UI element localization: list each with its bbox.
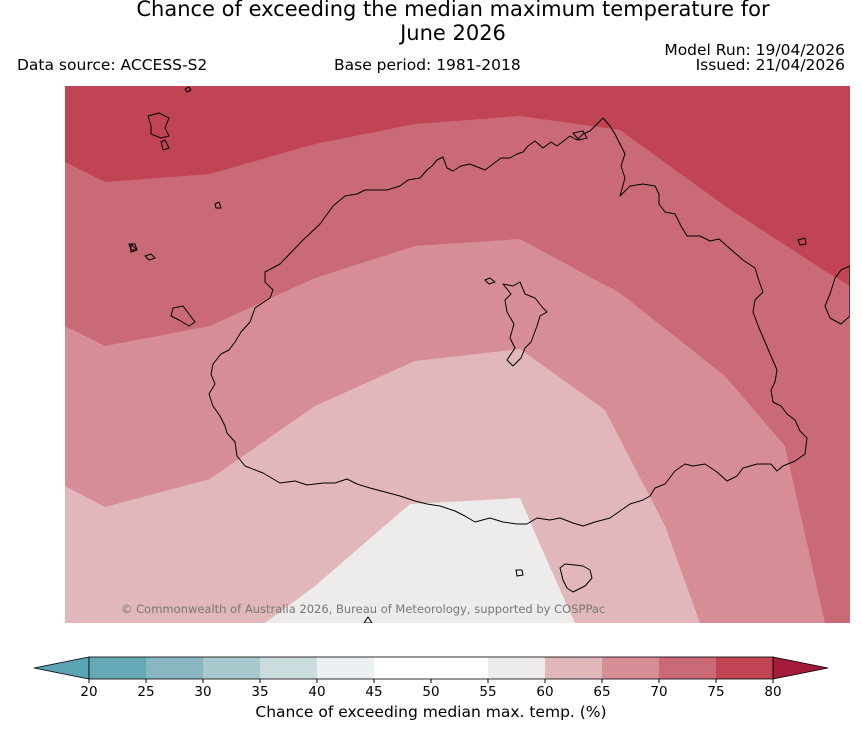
west-island-1 [214, 201, 222, 209]
south-fragment [363, 616, 373, 623]
title-line-2: June 2026 [400, 21, 506, 45]
west-island-4 [130, 243, 138, 253]
copyright-notice: © Commonwealth of Australia 2026, Bureau… [121, 602, 605, 616]
southwest-island-group [170, 305, 196, 327]
colorbar-tick-label: 80 [764, 684, 781, 700]
colorbar-segment [602, 657, 659, 679]
colorbar-tick-label: 55 [479, 684, 496, 700]
issued-label: Issued: 21/04/2026 [695, 56, 845, 74]
base-period-label: Base period: 1981-2018 [334, 56, 521, 74]
colorbar-tick-label: 35 [251, 684, 268, 700]
map-title: Chance of exceeding the median maximum t… [0, 0, 862, 45]
colorbar-tick-label: 50 [422, 684, 439, 700]
colorbar-segment [374, 657, 431, 679]
small-island-north [484, 277, 496, 285]
colorbar-tick-label: 75 [707, 684, 724, 700]
colorbar-underflow-arrow [33, 656, 90, 680]
probability-map: © Commonwealth of Australia 2026, Bureau… [65, 86, 850, 623]
colorbar: 20 25 30 35 40 45 50 55 60 65 70 75 80 [33, 656, 829, 700]
north-island-2 [160, 139, 170, 151]
north-island-1 [147, 112, 170, 139]
colorbar-segment [260, 657, 317, 679]
colorbar-tick-label: 30 [194, 684, 211, 700]
colorbar-segment [659, 657, 716, 679]
east-coast-fragment [824, 265, 850, 325]
northeast-islands [572, 130, 588, 141]
colorbar-segment [545, 657, 602, 679]
north-island-3 [184, 86, 192, 93]
colorbar-tick-label: 70 [650, 684, 667, 700]
colorbar-segment [431, 657, 488, 679]
band-55-60 [265, 498, 575, 623]
title-line-1: Chance of exceeding the median maximum t… [136, 0, 770, 21]
king-island-coastline [515, 569, 524, 577]
colorbar-tick-label: 60 [536, 684, 553, 700]
west-island-3 [144, 253, 156, 261]
tasmania-coastline [559, 563, 593, 593]
colorbar-segment [203, 657, 260, 679]
east-island-1 [797, 237, 807, 246]
colorbar-segment [488, 657, 545, 679]
colorbar-tick-label: 20 [80, 684, 97, 700]
colorbar-label: Chance of exceeding median max. temp. (%… [255, 703, 607, 721]
colorbar-segment [317, 657, 374, 679]
colorbar-tick-label: 40 [308, 684, 325, 700]
colorbar-segment [146, 657, 203, 679]
data-source-label: Data source: ACCESS-S2 [17, 56, 208, 74]
model-run-label: Model Run: 19/04/2026 [664, 41, 845, 59]
colorbar-segment [89, 657, 146, 679]
colorbar-tick-label: 45 [365, 684, 382, 700]
mainland-coastline [208, 117, 808, 527]
colorbar-overflow-arrow [772, 656, 829, 680]
colorbar-tick-label: 65 [593, 684, 610, 700]
colorbar-segment [716, 657, 773, 679]
colorbar-tick-label: 25 [137, 684, 154, 700]
inland-island-coastline [502, 281, 548, 367]
